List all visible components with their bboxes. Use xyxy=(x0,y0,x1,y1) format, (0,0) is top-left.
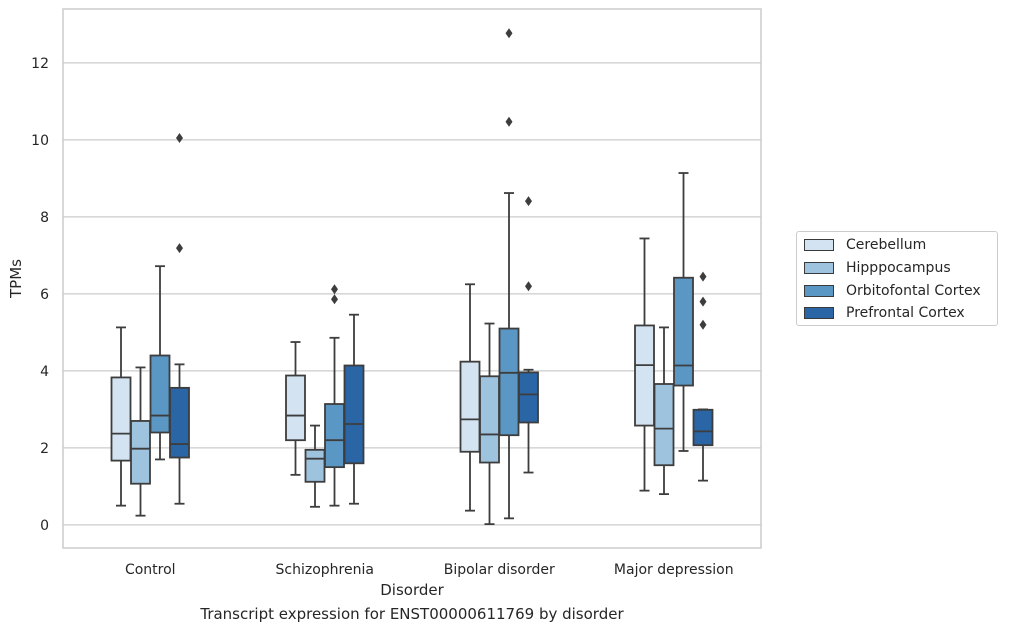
legend-swatch-cerebellum xyxy=(804,239,834,251)
y-axis-label: TPMs xyxy=(7,259,25,299)
box-iqr xyxy=(692,408,714,447)
y-tick-label: 2 xyxy=(40,441,49,457)
x-tick-label: Major depression xyxy=(614,562,734,578)
box-iqr xyxy=(110,376,132,462)
x-axis-label: Disorder xyxy=(380,581,444,599)
box-iqr xyxy=(304,448,326,483)
x-axis-ticks: Control Schizophrenia Bipolar disorder Majo… xyxy=(125,562,734,578)
box-iqr xyxy=(518,371,539,424)
legend-label-hippocampus: Hipppocampus xyxy=(846,260,951,276)
box-group xyxy=(343,313,365,505)
x-tick-label: Control xyxy=(125,562,176,578)
outlier-point xyxy=(505,116,513,127)
y-tick-label: 8 xyxy=(40,210,49,226)
outlier-point xyxy=(699,296,707,307)
box-group xyxy=(459,283,481,512)
box-group xyxy=(324,284,345,507)
legend-swatch-prefrontal xyxy=(804,307,834,319)
box-iqr xyxy=(324,403,345,469)
box-iqr xyxy=(673,276,694,387)
legend-item-cerebellum: Cerebellum xyxy=(804,234,926,256)
legend-label-cerebellum: Cerebellum xyxy=(846,237,927,253)
y-tick-label: 0 xyxy=(40,518,49,534)
box-group xyxy=(692,271,714,482)
outlier-point xyxy=(331,284,338,295)
outlier-point xyxy=(505,28,513,39)
y-tick-label: 12 xyxy=(31,56,49,72)
box-group xyxy=(518,196,539,474)
box-group xyxy=(498,28,520,520)
box-iqr xyxy=(130,420,151,485)
x-tick-label: Bipolar disorder xyxy=(444,562,555,578)
box-iqr xyxy=(343,364,365,465)
legend-label-orbitofrontal: Orbitofontal Cortex xyxy=(846,283,981,299)
legend-label-prefrontal: Prefrontal Cortex xyxy=(846,305,965,321)
box-group xyxy=(479,322,500,526)
legend-item-orbitofrontal: Orbitofontal Cortex xyxy=(804,280,981,302)
box-iqr xyxy=(285,374,306,442)
box-group xyxy=(130,366,151,517)
box-group xyxy=(285,341,306,476)
box-iqr xyxy=(459,360,481,453)
box-group xyxy=(169,132,190,505)
box-iqr xyxy=(498,327,520,437)
y-axis-ticks: 0 2 4 6 8 10 12 xyxy=(31,56,49,534)
legend-item-prefrontal: Prefrontal Cortex xyxy=(804,302,965,324)
outlier-point xyxy=(525,196,532,207)
box-iqr xyxy=(634,324,655,427)
box-group xyxy=(634,237,655,492)
box-plot-marks xyxy=(110,28,714,526)
box-group xyxy=(304,424,326,508)
box-iqr xyxy=(653,383,675,467)
outlier-point xyxy=(699,319,707,330)
box-group xyxy=(149,265,171,461)
box-iqr xyxy=(169,386,190,459)
y-tick-label: 10 xyxy=(31,133,49,149)
box-group xyxy=(673,172,694,452)
legend-swatch-hippocampus xyxy=(804,262,834,274)
outlier-point xyxy=(176,132,183,143)
outlier-point xyxy=(699,271,707,282)
chart-caption: Transcript expression for ENST0000061176… xyxy=(200,605,624,623)
plot-frame xyxy=(62,8,762,549)
box-group xyxy=(653,326,675,496)
x-tick-label: Schizophrenia xyxy=(276,562,374,578)
outlier-point xyxy=(176,243,183,254)
chart-legend: Cerebellum Hipppocampus Orbitofontal Cor… xyxy=(796,231,998,326)
outlier-point xyxy=(525,281,532,292)
box-group xyxy=(110,326,132,507)
legend-swatch-orbitofrontal xyxy=(804,285,834,297)
box-iqr xyxy=(479,375,500,464)
y-tick-label: 4 xyxy=(40,364,49,380)
y-tick-label: 6 xyxy=(40,287,49,303)
outlier-point xyxy=(331,294,338,305)
box-iqr xyxy=(149,354,171,434)
legend-item-hippocampus: Hipppocampus xyxy=(804,257,951,279)
